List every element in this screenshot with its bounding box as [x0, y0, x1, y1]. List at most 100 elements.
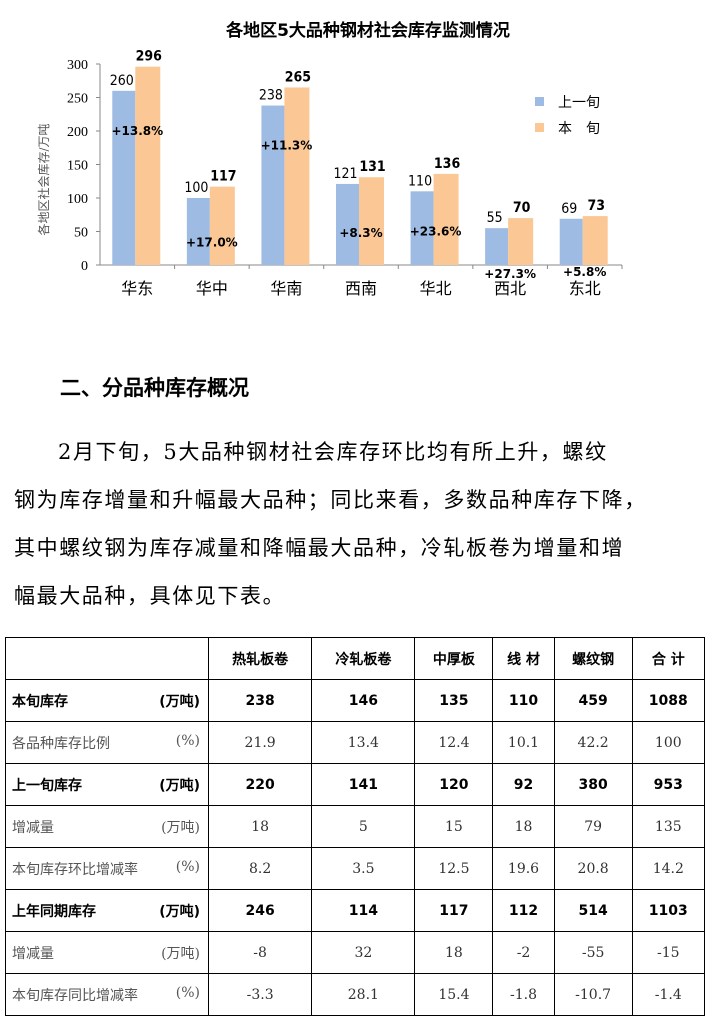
x-tick-label: 西北 — [494, 279, 526, 298]
table-cell: 117 — [414, 889, 494, 932]
bar-current — [582, 216, 608, 265]
table-cell: -2 — [492, 931, 555, 974]
data-label: 265 — [285, 69, 311, 85]
y-tick-label: 100 — [67, 192, 88, 207]
table-cell: 21.9 — [207, 721, 313, 764]
table-header-row: 热轧板卷 冷轧板卷 中厚板线 材螺纹钢合 计 — [5, 637, 705, 680]
bar-current — [209, 186, 235, 265]
table-cell: 18 — [492, 805, 555, 848]
data-label: 69 — [561, 201, 577, 217]
row-unit: (万吨) — [159, 693, 200, 710]
table-cell: 135 — [631, 805, 705, 848]
table-cell: 110 — [492, 679, 555, 722]
table-cell: 953 — [631, 763, 705, 806]
table-cell: 10.1 — [492, 721, 555, 764]
row-label: 上年同期库存 (万吨) — [5, 889, 209, 932]
paragraph-line: 幅最大品种，具体见下表。 — [14, 584, 286, 608]
change-annotation: +13.8% — [111, 124, 163, 138]
table-cell: 14.2 — [631, 847, 705, 890]
row-label: 增减量 (万吨) — [5, 931, 209, 974]
bar-current — [359, 177, 384, 265]
row-label-text: 本旬库存同比增减率 — [12, 987, 138, 1004]
section-paragraph: 2月下旬，5大品种钢材社会库存环比均有所上升，螺纹 钢为库存增量和升幅最大品种；… — [14, 428, 664, 620]
table-cell: -55 — [553, 931, 633, 974]
y-tick-label: 150 — [67, 159, 88, 174]
table-row: 本旬库存同比增减率 (%) -3.3 28.1 15.4 -1.8 -10.7 -1.4 — [5, 973, 705, 1016]
table-cell: 1088 — [631, 679, 705, 722]
x-tick-label: 华中 — [196, 279, 228, 298]
table-cell: 141 — [311, 763, 416, 806]
table-cell: 120 — [414, 763, 494, 806]
table-cell: 19.6 — [492, 847, 555, 890]
table-cell: 18 — [414, 931, 494, 974]
table-row: 各品种库存比例 (%) 21.9 13.4 12.4 10.1 42.2 100 — [5, 721, 705, 764]
table-cell: 100 — [631, 721, 705, 764]
table-cell: 15.4 — [414, 973, 494, 1016]
table-cell: 514 — [553, 889, 633, 932]
row-label: 本旬库存 (万吨) — [5, 679, 209, 722]
table-cell: 112 — [492, 889, 555, 932]
row-label: 本旬库存同比增减率 (%) — [5, 973, 209, 1016]
table-row: 本旬库存 (万吨) 238 146 135 110 459 1088 — [5, 679, 705, 722]
row-label: 本旬库存环比增减率 (%) — [5, 847, 209, 890]
y-tick-label: 300 — [67, 58, 88, 73]
row-unit: (万吨) — [161, 819, 200, 836]
column-header — [5, 637, 209, 680]
data-label: 121 — [333, 166, 357, 182]
row-label-text: 上一旬库存 — [12, 777, 82, 794]
paragraph-line: 钢为库存增量和升幅最大品种；同比来看，多数品种库存下降， — [14, 488, 647, 512]
table-cell: -8 — [207, 931, 313, 974]
row-unit: (%) — [175, 858, 200, 875]
paragraph-line: 2月下旬，5大品种钢材社会库存环比均有所上升，螺纹 — [58, 440, 608, 464]
column-header: 合 计 — [631, 637, 705, 680]
table-cell: 5 — [311, 805, 416, 848]
data-label: 73 — [587, 198, 605, 214]
table-cell: 15 — [414, 805, 494, 848]
table-cell: 459 — [553, 679, 633, 722]
row-unit: (万吨) — [161, 945, 200, 962]
regional-inventory-chart: 各地区5大品种钢材社会库存监测情况 0 50 100 150 200 250 300 各地区社会… — [36, 20, 623, 298]
column-header: 冷轧板卷 — [311, 637, 416, 680]
data-label: 260 — [110, 73, 134, 89]
bar-current — [135, 66, 161, 266]
data-label: 70 — [513, 200, 531, 216]
legend-swatch — [535, 123, 544, 132]
table-cell: -10.7 — [553, 973, 633, 1016]
row-label-text: 本旬库存 — [12, 693, 68, 710]
table-cell: 3.5 — [311, 847, 416, 890]
table-row: 上年同期库存 (万吨) 246 114 117 112 514 1103 — [5, 889, 705, 932]
column-header: 螺纹钢 — [553, 637, 633, 680]
table-cell: -1.4 — [631, 973, 705, 1016]
change-annotation: +27.3% — [484, 267, 536, 281]
y-tick-label: 50 — [74, 226, 88, 241]
bar-current — [433, 173, 459, 265]
table-cell: 32 — [311, 931, 416, 974]
row-label: 各品种库存比例 (%) — [5, 721, 209, 764]
row-label: 增减量 (万吨) — [5, 805, 209, 848]
table-cell: 246 — [207, 889, 313, 932]
paragraph-line: 其中螺纹钢为库存减量和降幅最大品种，冷轧板卷为增量和增 — [14, 536, 625, 560]
row-unit: (%) — [175, 732, 200, 749]
table-cell: 146 — [311, 679, 416, 722]
table-cell: 8.2 — [207, 847, 313, 890]
data-label: 131 — [359, 159, 385, 175]
table-cell: 135 — [414, 679, 494, 722]
row-label-text: 增减量 — [12, 819, 54, 836]
data-label: 136 — [434, 156, 461, 172]
row-unit: (万吨) — [159, 777, 200, 794]
y-tick-label: 0 — [81, 259, 88, 274]
y-tick-label: 250 — [67, 92, 88, 107]
bar-current — [508, 218, 534, 265]
column-header: 热轧板卷 — [207, 637, 313, 680]
legend-label: 本 旬 — [558, 121, 600, 137]
data-label: 238 — [259, 88, 283, 104]
change-annotation: +23.6% — [410, 224, 462, 238]
bar-previous — [112, 90, 136, 265]
y-tick-label: 200 — [67, 125, 88, 140]
row-unit: (%) — [175, 984, 200, 1001]
change-annotation: +11.3% — [261, 139, 313, 153]
x-tick-label: 华北 — [420, 279, 452, 298]
inventory-table: 热轧板卷 冷轧板卷 中厚板线 材螺纹钢合 计本旬库存 (万吨) 238 146 135 110… — [5, 637, 705, 1016]
data-label: 100 — [184, 180, 208, 196]
row-label-text: 增减量 — [12, 945, 54, 962]
